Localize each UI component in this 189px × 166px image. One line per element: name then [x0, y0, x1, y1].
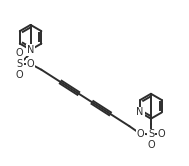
Text: O: O	[16, 48, 24, 58]
Text: O: O	[158, 129, 166, 139]
Text: N: N	[27, 45, 34, 55]
Text: S: S	[148, 129, 154, 139]
Text: S: S	[17, 59, 23, 69]
Text: O: O	[136, 129, 144, 139]
Text: N: N	[136, 107, 144, 118]
Text: O: O	[147, 140, 155, 150]
Text: O: O	[27, 59, 34, 69]
Text: O: O	[16, 70, 24, 80]
